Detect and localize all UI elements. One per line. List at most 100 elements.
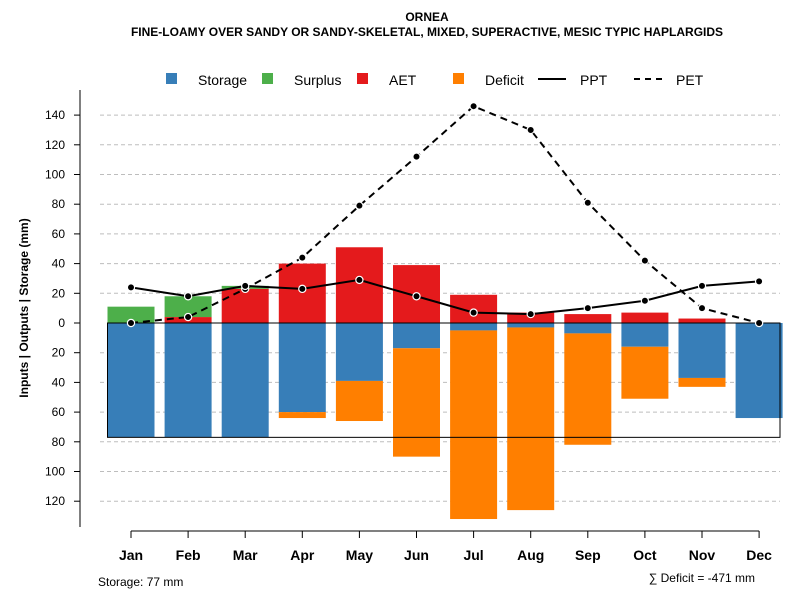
deficit-bar-sep (564, 333, 612, 445)
deficit-bar-aug (507, 327, 555, 511)
ppt-point-jan (126, 283, 136, 292)
legend-aet-label: AET (389, 72, 417, 88)
storage-bar-may (335, 323, 383, 381)
storage-bar-mar (221, 323, 269, 438)
pet-point-sep (583, 198, 593, 207)
storage-frame (107, 322, 781, 438)
legend-surplus-swatch (262, 73, 273, 84)
ppt-point-sep (583, 303, 593, 313)
chart-title: ORNEA (405, 10, 449, 24)
legend-storage-swatch (166, 73, 177, 84)
pet-point-may (355, 201, 364, 210)
storage-bar-jun (393, 323, 440, 349)
legend: Storage Surplus AET Deficit PPT PET (166, 72, 704, 88)
aet-bar-mar (221, 288, 269, 323)
x-tick-label-aug: Aug (517, 547, 544, 563)
chart-subtitle: FINE-LOAMY OVER SANDY OR SANDY-SKELETAL,… (131, 25, 723, 39)
y-tick-label-3: 60 (52, 405, 66, 419)
series-lines (126, 101, 764, 328)
ppt-point-mar (240, 281, 250, 291)
ppt-point-aug (526, 309, 535, 319)
ppt-point-dec (754, 277, 764, 286)
surplus-bar-jan (107, 306, 155, 323)
ppt-point-jun (412, 292, 421, 301)
axes: 120 100 80 60 40 20 0 20 40 60 80 100 120 140 Jan Feb Ma… (45, 90, 772, 563)
storage-bar-jan (107, 323, 155, 438)
legend-pet-label: PET (676, 72, 704, 88)
storage-bar-apr (278, 323, 326, 413)
deficit-bar-jun (393, 348, 440, 457)
ppt-point-jul (469, 308, 478, 317)
storage-bar-sep (564, 323, 612, 334)
ppt-line (130, 278, 760, 316)
pet-point-nov (697, 303, 707, 313)
aet-bar-nov (678, 318, 726, 323)
x-tick-label-may: May (346, 547, 373, 563)
x-tick-label-sep: Sep (575, 547, 601, 563)
pet-point-feb (183, 312, 193, 322)
pet-point-jun (412, 152, 421, 161)
deficit-bar-jul (450, 330, 498, 520)
legend-deficit-label: Deficit (485, 72, 524, 88)
y-tick-label-13: 140 (45, 108, 65, 122)
y-tick-label-10: 80 (52, 197, 66, 211)
pet-line (130, 105, 760, 324)
x-tick-label-oct: Oct (633, 547, 657, 563)
storage-bar-nov (678, 323, 726, 378)
pet-point-apr (298, 253, 307, 262)
y-tick-label-4: 40 (52, 375, 66, 389)
storage-bar-jul (450, 323, 498, 331)
x-tick-label-dec: Dec (746, 547, 772, 563)
aet-bar-apr (278, 263, 326, 323)
surplus-bar-feb (164, 296, 212, 318)
y-tick-label-11: 100 (45, 168, 65, 182)
pet-point-aug (526, 125, 535, 135)
y-tick-label-0: 120 (45, 494, 65, 508)
storage-bar-feb (164, 323, 212, 438)
x-tick-label-jun: Jun (404, 547, 429, 563)
deficit-bar-may (335, 380, 383, 422)
deficit-footnote: ∑ Deficit = -471 mm (649, 571, 755, 585)
storage-capacity-frame (107, 322, 781, 438)
bars (107, 247, 783, 520)
ppt-point-apr (298, 284, 307, 294)
aet-bar-oct (621, 312, 669, 323)
deficit-bar-nov (678, 377, 726, 387)
deficit-bar-oct (621, 346, 669, 399)
ppt-point-oct (640, 296, 650, 305)
aet-bar-sep (564, 314, 612, 323)
x-tick-label-jul: Jul (463, 547, 483, 563)
legend-storage-label: Storage (198, 72, 247, 88)
ppt-point-feb (183, 292, 193, 301)
y-tick-label-7: 20 (52, 286, 66, 300)
y-tick-label-6: 0 (58, 316, 65, 330)
legend-surplus-label: Surplus (294, 72, 341, 88)
storage-footnote: Storage: 77 mm (98, 575, 183, 589)
storage-bar-oct (621, 323, 669, 347)
legend-ppt-label: PPT (580, 72, 608, 88)
legend-deficit-swatch (453, 73, 464, 84)
pet-point-jan (126, 318, 136, 328)
ppt-point-may (355, 275, 364, 285)
y-axis-label: Inputs | Outputs | Storage (mm) (17, 218, 31, 397)
x-tick-label-jan: Jan (119, 547, 143, 563)
pet-point-jul (469, 101, 478, 111)
x-tick-label-apr: Apr (290, 547, 315, 563)
ppt-point-nov (697, 281, 707, 291)
y-tick-label-5: 20 (52, 346, 66, 360)
storage-bar-aug (507, 323, 555, 328)
y-tick-label-1: 100 (45, 465, 65, 479)
y-tick-label-8: 40 (52, 257, 66, 271)
legend-aet-swatch (357, 73, 368, 84)
pet-point-dec (754, 318, 764, 328)
x-tick-label-nov: Nov (689, 547, 716, 563)
pet-point-oct (640, 256, 650, 265)
storage-bar-dec (735, 323, 783, 419)
y-tick-label-9: 60 (52, 227, 66, 241)
deficit-bar-apr (278, 412, 326, 419)
y-tick-label-2: 80 (52, 435, 66, 449)
x-tick-label-feb: Feb (176, 547, 201, 563)
y-tick-label-12: 120 (45, 138, 65, 152)
x-tick-label-mar: Mar (233, 547, 258, 563)
